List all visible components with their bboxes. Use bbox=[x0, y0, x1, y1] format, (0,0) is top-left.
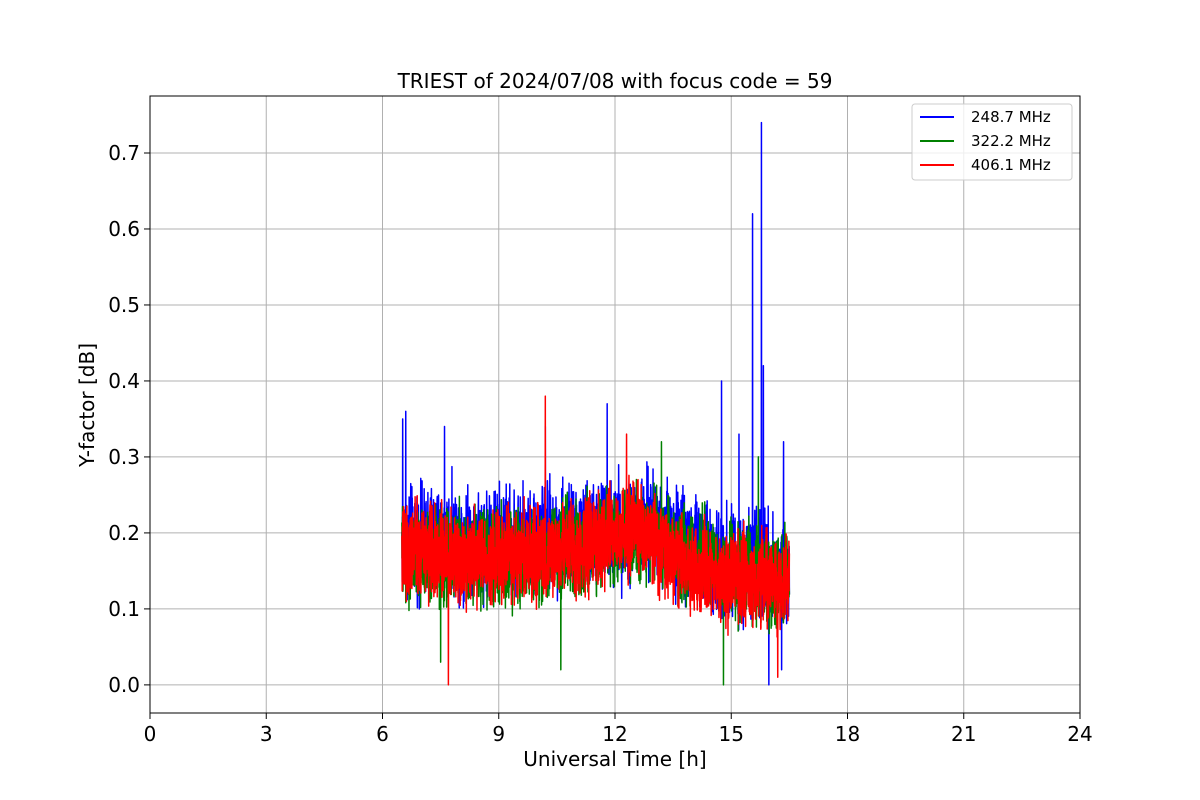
y-axis-ticks: 0.0 0.1 0.2 0.3 0.4 0.5 0.6 0.7 bbox=[108, 141, 150, 697]
y-tick-label: 0.4 bbox=[108, 369, 140, 393]
legend-label-406-1: 406.1 MHz bbox=[971, 156, 1051, 174]
x-tick-label: 21 bbox=[951, 722, 976, 746]
y-tick-label: 0.5 bbox=[108, 293, 140, 317]
y-axis-label: Y-factor [dB] bbox=[75, 343, 99, 468]
series-line bbox=[401, 395, 791, 686]
legend-label-248-7: 248.7 MHz bbox=[971, 108, 1051, 126]
legend-label-322-2: 322.2 MHz bbox=[971, 132, 1051, 150]
x-axis-label: Universal Time [h] bbox=[523, 747, 706, 771]
y-tick-label: 0.0 bbox=[108, 673, 140, 697]
y-tick-label: 0.6 bbox=[108, 217, 140, 241]
x-axis-ticks: 0 3 6 9 12 15 18 21 24 bbox=[144, 713, 1093, 746]
legend-box bbox=[911, 103, 1073, 181]
y-tick-label: 0.7 bbox=[108, 141, 140, 165]
x-tick-label: 6 bbox=[376, 722, 389, 746]
x-tick-label: 3 bbox=[260, 722, 273, 746]
x-tick-label: 18 bbox=[835, 722, 860, 746]
x-tick-label: 9 bbox=[492, 722, 505, 746]
legend: 248.7 MHz 322.2 MHz 406.1 MHz bbox=[911, 103, 1073, 181]
series-layer bbox=[401, 121, 791, 686]
chart-title: TRIEST of 2024/07/08 with focus code = 5… bbox=[397, 69, 833, 93]
x-tick-label: 0 bbox=[144, 722, 157, 746]
x-tick-label: 15 bbox=[719, 722, 744, 746]
x-tick-label: 24 bbox=[1067, 722, 1092, 746]
y-tick-label: 0.1 bbox=[108, 597, 140, 621]
y-tick-label: 0.2 bbox=[108, 521, 140, 545]
x-tick-label: 12 bbox=[602, 722, 627, 746]
y-tick-label: 0.3 bbox=[108, 445, 140, 469]
